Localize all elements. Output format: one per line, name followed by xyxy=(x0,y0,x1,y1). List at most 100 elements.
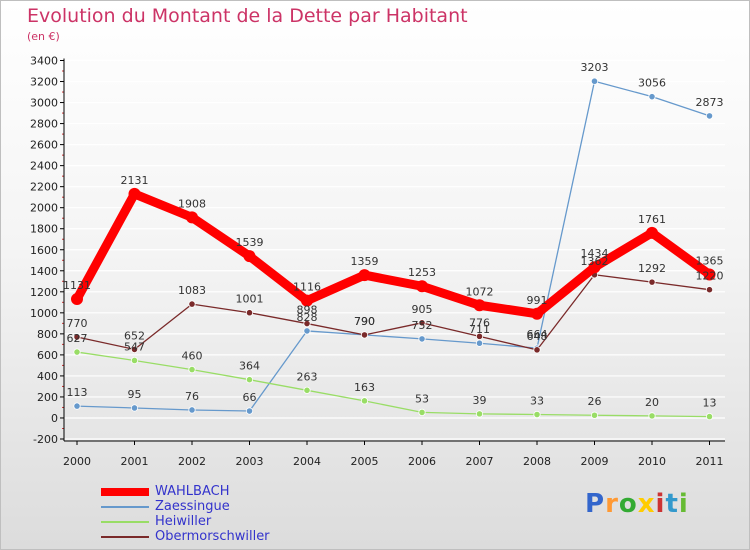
data-point xyxy=(473,299,486,312)
data-label: 648 xyxy=(527,330,548,343)
data-label: 1083 xyxy=(178,284,206,297)
logo-letter: r xyxy=(605,489,619,519)
data-label: 790 xyxy=(354,315,375,328)
x-tick-label: 2005 xyxy=(351,455,379,468)
series-line xyxy=(76,80,711,412)
data-point xyxy=(128,187,141,200)
data-label: 752 xyxy=(412,319,433,332)
x-tick-label: 2008 xyxy=(523,455,551,468)
data-label: 76 xyxy=(185,390,199,403)
data-point xyxy=(358,269,371,282)
data-point xyxy=(590,411,599,419)
data-label: 664 xyxy=(527,328,548,341)
x-tick-label: 2007 xyxy=(466,455,494,468)
data-label: 1131 xyxy=(63,279,91,292)
data-label: 66 xyxy=(243,391,257,404)
data-point xyxy=(360,397,369,405)
data-label: 53 xyxy=(415,392,429,405)
data-point xyxy=(188,406,196,414)
x-tick-label: 2010 xyxy=(638,455,666,468)
data-point xyxy=(533,410,541,419)
data-label: 1292 xyxy=(638,262,666,275)
data-point xyxy=(418,319,426,327)
data-label: 2873 xyxy=(696,96,724,109)
y-tick-label: 1600 xyxy=(30,244,58,257)
legend-item: Zaessingue xyxy=(101,499,361,515)
data-point xyxy=(705,413,714,421)
y-tick-label: -200 xyxy=(33,433,58,446)
legend-label: Heiwiller xyxy=(155,514,212,529)
data-label: 364 xyxy=(239,360,260,373)
data-point xyxy=(533,346,541,354)
y-tick-label: 600 xyxy=(37,349,58,362)
data-point xyxy=(648,93,656,101)
data-point xyxy=(73,402,81,410)
data-point xyxy=(588,261,601,274)
data-point xyxy=(590,77,599,85)
data-label: 1539 xyxy=(236,236,264,249)
y-tick-label: 400 xyxy=(37,370,58,383)
logo-letter: P xyxy=(585,489,606,519)
x-tick-label: 2000 xyxy=(63,455,91,468)
data-label: 627 xyxy=(67,332,88,345)
data-point xyxy=(243,250,256,263)
data-point xyxy=(648,412,656,420)
data-label: 3203 xyxy=(581,61,609,74)
data-point xyxy=(188,300,196,308)
data-point xyxy=(188,366,196,374)
series-line xyxy=(72,189,714,319)
data-label: 1253 xyxy=(408,266,436,279)
legend-swatch xyxy=(101,506,149,508)
data-point xyxy=(130,404,139,412)
x-tick-label: 2002 xyxy=(178,455,206,468)
data-point xyxy=(73,348,81,356)
data-point xyxy=(705,112,714,120)
data-label: 263 xyxy=(297,370,318,383)
y-tick-label: 2800 xyxy=(30,118,58,131)
proxiti-logo: Proxiti xyxy=(585,489,689,519)
y-tick-label: 2000 xyxy=(30,202,58,215)
data-label: 26 xyxy=(588,395,602,408)
data-point xyxy=(303,327,311,335)
data-label: 39 xyxy=(473,394,487,407)
data-label: 113 xyxy=(67,386,88,399)
data-point xyxy=(130,345,139,354)
y-tick-label: 2400 xyxy=(30,160,58,173)
data-point xyxy=(418,408,426,416)
logo-letter: i xyxy=(655,489,666,519)
series-line xyxy=(76,274,711,351)
data-label: 770 xyxy=(67,317,88,330)
data-label: 776 xyxy=(469,316,490,329)
legend-label: Zaessingue xyxy=(155,499,230,514)
y-tick-label: 1400 xyxy=(30,265,58,278)
series-layer xyxy=(71,77,716,421)
legend-item: Heiwiller xyxy=(101,514,361,530)
data-label: 460 xyxy=(182,350,203,363)
data-label: 652 xyxy=(124,329,145,342)
x-tick-label: 2009 xyxy=(581,455,609,468)
data-point xyxy=(475,332,484,340)
data-label: 2131 xyxy=(121,174,149,187)
data-point xyxy=(646,226,658,239)
series-line xyxy=(76,351,711,418)
legend-swatch xyxy=(101,521,149,523)
data-label: 1434 xyxy=(581,247,609,260)
data-label: 33 xyxy=(530,395,544,408)
y-tick-label: 0 xyxy=(51,412,58,425)
data-label: 13 xyxy=(703,397,717,410)
y-tick-label: 3400 xyxy=(30,55,58,68)
data-label: 790 xyxy=(354,315,375,328)
data-label: 1116 xyxy=(293,281,321,294)
data-point xyxy=(648,278,656,286)
x-tick-label: 2001 xyxy=(121,455,149,468)
data-label: 95 xyxy=(128,388,142,401)
chart-subtitle: (en €) xyxy=(27,30,60,43)
data-label: 1220 xyxy=(696,270,724,283)
data-label: 1362 xyxy=(581,255,609,268)
data-point xyxy=(303,319,311,328)
data-point xyxy=(130,356,139,365)
data-label: 1001 xyxy=(236,293,264,306)
data-point xyxy=(245,376,254,384)
y-tick-label: 1200 xyxy=(30,286,58,299)
